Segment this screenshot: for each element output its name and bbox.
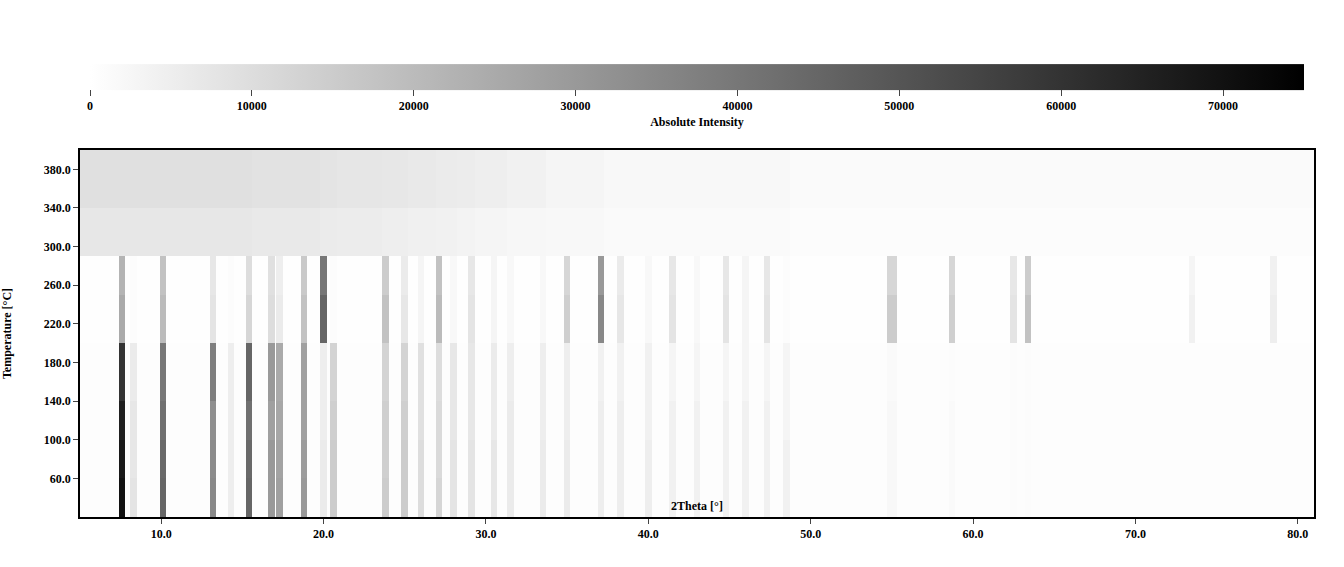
svg-text:380.0: 380.0	[44, 163, 71, 177]
svg-text:Temperature [°C]: Temperature [°C]	[0, 288, 14, 379]
svg-text:100.0: 100.0	[44, 433, 71, 447]
svg-text:140.0: 140.0	[44, 394, 71, 408]
svg-text:60000: 60000	[1046, 99, 1076, 113]
svg-text:30.0: 30.0	[475, 527, 496, 541]
svg-text:40000: 40000	[722, 99, 752, 113]
svg-text:50000: 50000	[884, 99, 914, 113]
svg-text:60.0: 60.0	[963, 527, 984, 541]
svg-text:10.0: 10.0	[151, 527, 172, 541]
svg-text:0: 0	[87, 99, 93, 113]
svg-text:30000: 30000	[561, 99, 591, 113]
svg-text:70.0: 70.0	[1125, 527, 1146, 541]
svg-text:2Theta [°]: 2Theta [°]	[671, 499, 723, 513]
svg-text:20.0: 20.0	[313, 527, 334, 541]
svg-text:180.0: 180.0	[44, 356, 71, 370]
svg-text:40.0: 40.0	[638, 527, 659, 541]
svg-text:80.0: 80.0	[1287, 527, 1308, 541]
svg-text:10000: 10000	[237, 99, 267, 113]
svg-text:50.0: 50.0	[800, 527, 821, 541]
svg-text:60.0: 60.0	[50, 472, 71, 486]
svg-text:260.0: 260.0	[44, 278, 71, 292]
svg-text:20000: 20000	[399, 99, 429, 113]
svg-text:Absolute Intensity: Absolute Intensity	[650, 115, 744, 129]
svg-text:70000: 70000	[1208, 99, 1238, 113]
svg-text:300.0: 300.0	[44, 240, 71, 254]
svg-text:340.0: 340.0	[44, 201, 71, 215]
svg-text:220.0: 220.0	[44, 317, 71, 331]
